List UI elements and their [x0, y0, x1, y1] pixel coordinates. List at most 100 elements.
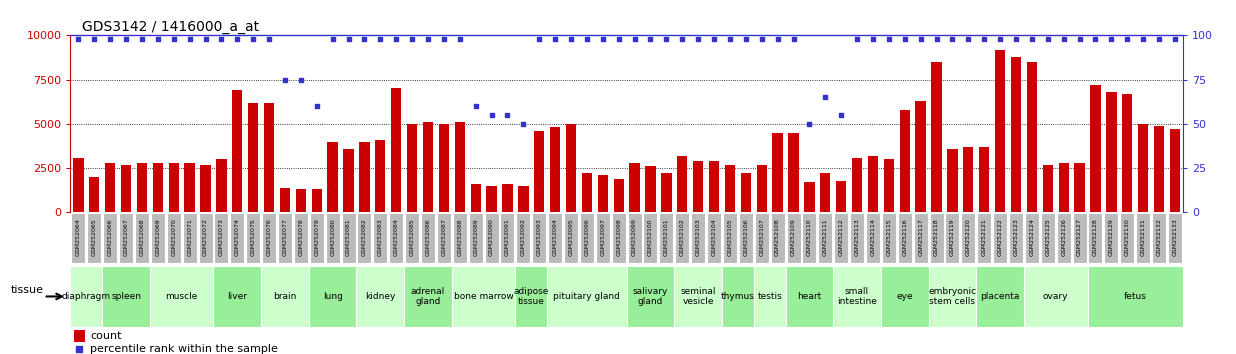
- FancyBboxPatch shape: [167, 213, 180, 263]
- FancyBboxPatch shape: [405, 213, 419, 263]
- Bar: [1058, 163, 1069, 212]
- Point: [1069, 36, 1089, 42]
- Text: GSM252071: GSM252071: [187, 218, 192, 256]
- Point: [688, 36, 708, 42]
- Point: [879, 36, 899, 42]
- Bar: [105, 163, 115, 212]
- Text: salivary
gland: salivary gland: [633, 287, 669, 306]
- Text: GSM252107: GSM252107: [759, 218, 764, 256]
- FancyBboxPatch shape: [1088, 266, 1183, 327]
- Text: GSM252125: GSM252125: [1046, 218, 1051, 256]
- Bar: [693, 161, 703, 212]
- FancyBboxPatch shape: [739, 213, 753, 263]
- Text: GSM252094: GSM252094: [552, 218, 557, 256]
- Bar: [709, 161, 719, 212]
- Bar: [153, 163, 163, 212]
- Text: GSM252128: GSM252128: [1093, 218, 1098, 256]
- Point: [672, 36, 692, 42]
- Bar: [598, 175, 608, 212]
- Point: [895, 36, 915, 42]
- Bar: [1090, 85, 1100, 212]
- Point: [69, 346, 89, 352]
- Bar: [455, 122, 465, 212]
- Text: GSM252074: GSM252074: [235, 218, 240, 256]
- FancyBboxPatch shape: [150, 266, 214, 327]
- Point: [784, 36, 803, 42]
- Bar: [311, 189, 321, 212]
- FancyBboxPatch shape: [261, 266, 309, 327]
- FancyBboxPatch shape: [580, 213, 595, 263]
- FancyBboxPatch shape: [1104, 213, 1119, 263]
- Point: [943, 36, 963, 42]
- Text: GSM252129: GSM252129: [1109, 218, 1114, 256]
- Bar: [613, 179, 624, 212]
- Point: [243, 36, 263, 42]
- FancyBboxPatch shape: [1136, 213, 1151, 263]
- Point: [1149, 36, 1169, 42]
- Bar: [73, 158, 84, 212]
- Text: GSM252117: GSM252117: [918, 218, 923, 256]
- Text: count: count: [90, 331, 121, 341]
- Text: GSM252093: GSM252093: [536, 218, 541, 256]
- Point: [529, 36, 549, 42]
- Bar: [932, 62, 942, 212]
- Text: GSM252099: GSM252099: [632, 218, 637, 256]
- Text: GSM252073: GSM252073: [219, 218, 224, 256]
- FancyBboxPatch shape: [70, 266, 103, 327]
- Bar: [566, 124, 576, 212]
- FancyBboxPatch shape: [1025, 213, 1039, 263]
- Point: [260, 36, 279, 42]
- Bar: [645, 166, 655, 212]
- Text: GSM252066: GSM252066: [108, 218, 112, 256]
- FancyBboxPatch shape: [517, 213, 530, 263]
- Bar: [376, 140, 386, 212]
- Bar: [1043, 165, 1053, 212]
- FancyBboxPatch shape: [818, 213, 832, 263]
- Point: [227, 36, 247, 42]
- Text: GSM252118: GSM252118: [934, 218, 939, 256]
- FancyBboxPatch shape: [501, 213, 514, 263]
- Text: diaphragm: diaphragm: [62, 292, 111, 301]
- Text: GSM252070: GSM252070: [172, 218, 177, 256]
- Point: [911, 36, 931, 42]
- Point: [195, 36, 215, 42]
- FancyBboxPatch shape: [755, 213, 769, 263]
- Text: GSM252132: GSM252132: [1157, 218, 1162, 256]
- Bar: [963, 147, 974, 212]
- FancyBboxPatch shape: [103, 213, 117, 263]
- Point: [482, 112, 502, 118]
- Text: GSM252127: GSM252127: [1077, 218, 1082, 256]
- Point: [466, 103, 486, 109]
- Point: [100, 36, 120, 42]
- Bar: [772, 133, 782, 212]
- Text: GSM252103: GSM252103: [696, 218, 701, 256]
- FancyBboxPatch shape: [452, 213, 467, 263]
- Bar: [836, 181, 847, 212]
- Text: GSM252115: GSM252115: [886, 218, 891, 256]
- Bar: [947, 149, 958, 212]
- Point: [498, 112, 518, 118]
- Bar: [121, 165, 131, 212]
- Bar: [677, 156, 687, 212]
- FancyBboxPatch shape: [707, 213, 721, 263]
- Point: [1101, 36, 1121, 42]
- FancyBboxPatch shape: [262, 213, 276, 263]
- Point: [751, 36, 771, 42]
- Point: [1166, 36, 1185, 42]
- Point: [211, 36, 231, 42]
- Bar: [439, 124, 449, 212]
- Text: eye: eye: [896, 292, 913, 301]
- Point: [800, 121, 819, 127]
- Bar: [279, 188, 290, 212]
- Point: [816, 95, 836, 100]
- FancyBboxPatch shape: [675, 266, 722, 327]
- Text: GSM252086: GSM252086: [425, 218, 430, 256]
- Text: GSM252104: GSM252104: [712, 218, 717, 256]
- Bar: [852, 158, 863, 212]
- Text: thymus: thymus: [721, 292, 755, 301]
- FancyBboxPatch shape: [770, 213, 785, 263]
- Text: percentile rank within the sample: percentile rank within the sample: [90, 344, 278, 354]
- Bar: [868, 156, 878, 212]
- FancyBboxPatch shape: [88, 213, 101, 263]
- FancyBboxPatch shape: [928, 266, 976, 327]
